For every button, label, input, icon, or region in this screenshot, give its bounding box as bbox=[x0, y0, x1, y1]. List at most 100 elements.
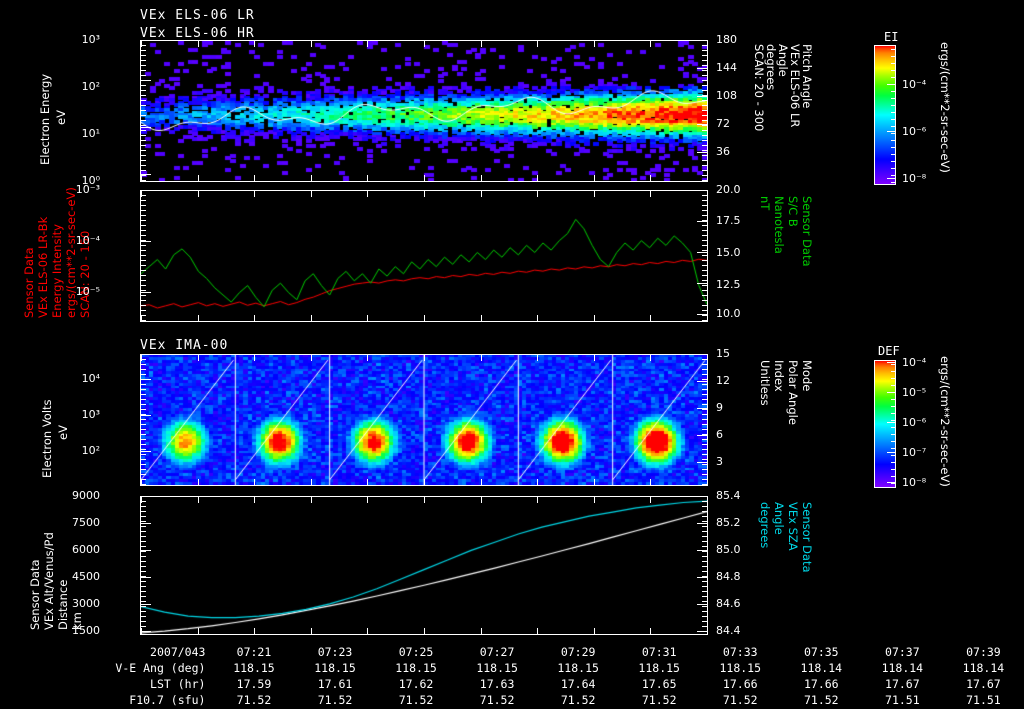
cell-lst-0: 17.59 bbox=[236, 677, 272, 691]
axis-minor-tick bbox=[141, 205, 146, 206]
axis-minor-tick bbox=[702, 501, 707, 502]
axis-x-tick bbox=[197, 497, 199, 503]
panel1-plot-area[interactable] bbox=[140, 40, 708, 182]
panel3-right-label-unitless: Unitless bbox=[758, 360, 772, 406]
axis-minor-tick bbox=[702, 384, 707, 385]
p2-rt-1: 17.5 bbox=[716, 214, 741, 227]
axis-minor-tick bbox=[702, 561, 707, 562]
axis-minor-tick bbox=[702, 506, 707, 507]
axis-x-tick bbox=[537, 191, 539, 197]
axis-minor-tick bbox=[702, 215, 707, 216]
panel4-plot-area[interactable] bbox=[140, 496, 708, 635]
axis-x-tick bbox=[197, 41, 199, 47]
axis-x-tick bbox=[310, 497, 312, 503]
axis-major-tick bbox=[141, 415, 151, 416]
colorbar1-title: EI bbox=[884, 30, 899, 44]
p2-rt-4: 10.0 bbox=[716, 307, 741, 320]
axis-x-tick bbox=[593, 315, 595, 321]
colorbar-minor-tick bbox=[891, 420, 895, 421]
axis-minor-tick bbox=[141, 120, 146, 121]
p4-rt-0: 85.4 bbox=[716, 489, 741, 502]
colorbar-minor-tick bbox=[891, 70, 895, 71]
panel3-title: VEx IMA-00 bbox=[140, 338, 229, 353]
axis-minor-tick bbox=[141, 459, 146, 460]
axis-x-tick bbox=[424, 315, 425, 321]
colorbar-minor-tick bbox=[891, 469, 895, 470]
axis-x-tick bbox=[367, 355, 369, 361]
colorbar-minor-tick bbox=[891, 161, 895, 162]
axis-minor-tick bbox=[702, 210, 707, 211]
axis-minor-tick bbox=[702, 160, 707, 161]
axis-x-tick bbox=[310, 175, 312, 181]
cell-lst-7: 17.66 bbox=[803, 677, 839, 691]
axis-minor-tick bbox=[702, 374, 707, 375]
axis-minor-tick bbox=[141, 449, 146, 450]
axis-minor-tick bbox=[141, 135, 146, 136]
axis-minor-tick bbox=[141, 140, 146, 141]
axis-minor-tick bbox=[141, 115, 146, 116]
panel2-right-label-nt: nT bbox=[758, 196, 772, 211]
axis-x-tick bbox=[367, 497, 369, 503]
axis-x-tick bbox=[480, 497, 482, 503]
axis-minor-tick bbox=[141, 621, 146, 622]
axis-x-tick bbox=[707, 497, 708, 503]
axis-major-tick bbox=[697, 221, 707, 222]
axis-minor-tick bbox=[702, 255, 707, 256]
cell-veang-6: 118.15 bbox=[719, 661, 762, 675]
cell-veang-0: 118.15 bbox=[233, 661, 275, 675]
axis-major-tick bbox=[697, 523, 707, 524]
axis-minor-tick bbox=[141, 374, 146, 375]
axis-minor-tick bbox=[141, 210, 146, 211]
cell-time-2: 07:25 bbox=[398, 645, 434, 659]
axis-minor-tick bbox=[702, 596, 707, 597]
axis-x-tick bbox=[537, 355, 539, 361]
axis-minor-tick bbox=[702, 434, 707, 435]
axis-minor-tick bbox=[702, 474, 707, 475]
axis-x-tick bbox=[650, 315, 652, 321]
axis-minor-tick bbox=[702, 80, 707, 81]
axis-major-tick bbox=[697, 354, 707, 355]
panel3-plot-area[interactable] bbox=[140, 354, 708, 486]
axis-minor-tick bbox=[141, 434, 146, 435]
axis-x-tick bbox=[480, 315, 482, 321]
axis-minor-tick bbox=[702, 285, 707, 286]
axis-minor-tick bbox=[702, 454, 707, 455]
axis-minor-tick bbox=[702, 155, 707, 156]
axis-minor-tick bbox=[141, 265, 146, 266]
axis-minor-tick bbox=[141, 551, 146, 552]
axis-x-tick bbox=[424, 355, 425, 361]
colorbar-major-tick bbox=[887, 84, 895, 85]
axis-minor-tick bbox=[141, 571, 146, 572]
panel1-left-axis-label: Electron Energy bbox=[38, 73, 52, 165]
cell-f107-8: 71.51 bbox=[885, 693, 920, 707]
axis-minor-tick bbox=[702, 275, 707, 276]
axis-x-tick bbox=[197, 175, 199, 181]
axis-minor-tick bbox=[141, 305, 146, 306]
axis-x-tick bbox=[650, 191, 652, 197]
axis-minor-tick bbox=[141, 150, 146, 151]
cell-time-6: 07:33 bbox=[722, 645, 758, 659]
panel2-right-label-sc-b: S/C B bbox=[786, 196, 800, 227]
axis-minor-tick bbox=[702, 616, 707, 617]
axis-x-tick bbox=[367, 191, 369, 197]
colorbar-minor-tick bbox=[891, 168, 895, 169]
panel2-plot-area[interactable] bbox=[140, 190, 708, 322]
colorbar1-gradient bbox=[874, 45, 896, 185]
axis-minor-tick bbox=[141, 230, 146, 231]
axis-minor-tick bbox=[702, 320, 707, 321]
panel1-right-label-degrees: degrees bbox=[764, 44, 778, 91]
colorbar-minor-tick bbox=[891, 441, 895, 442]
panel4-left-label-alt: VEx Alt/Venus/Pd bbox=[42, 532, 56, 630]
cell-veang-2: 118.15 bbox=[395, 661, 437, 675]
axis-minor-tick bbox=[702, 300, 707, 301]
colorbar-minor-tick bbox=[891, 63, 895, 64]
p3-lt-2: 10² bbox=[81, 444, 100, 457]
axis-minor-tick bbox=[141, 606, 146, 607]
colorbar-minor-tick bbox=[891, 140, 895, 141]
axis-minor-tick bbox=[141, 464, 146, 465]
axis-x-tick bbox=[593, 479, 595, 485]
axis-major-tick bbox=[697, 283, 707, 284]
colorbar-minor-tick bbox=[891, 427, 895, 428]
axis-major-tick bbox=[141, 292, 151, 293]
axis-x-tick bbox=[254, 479, 256, 485]
